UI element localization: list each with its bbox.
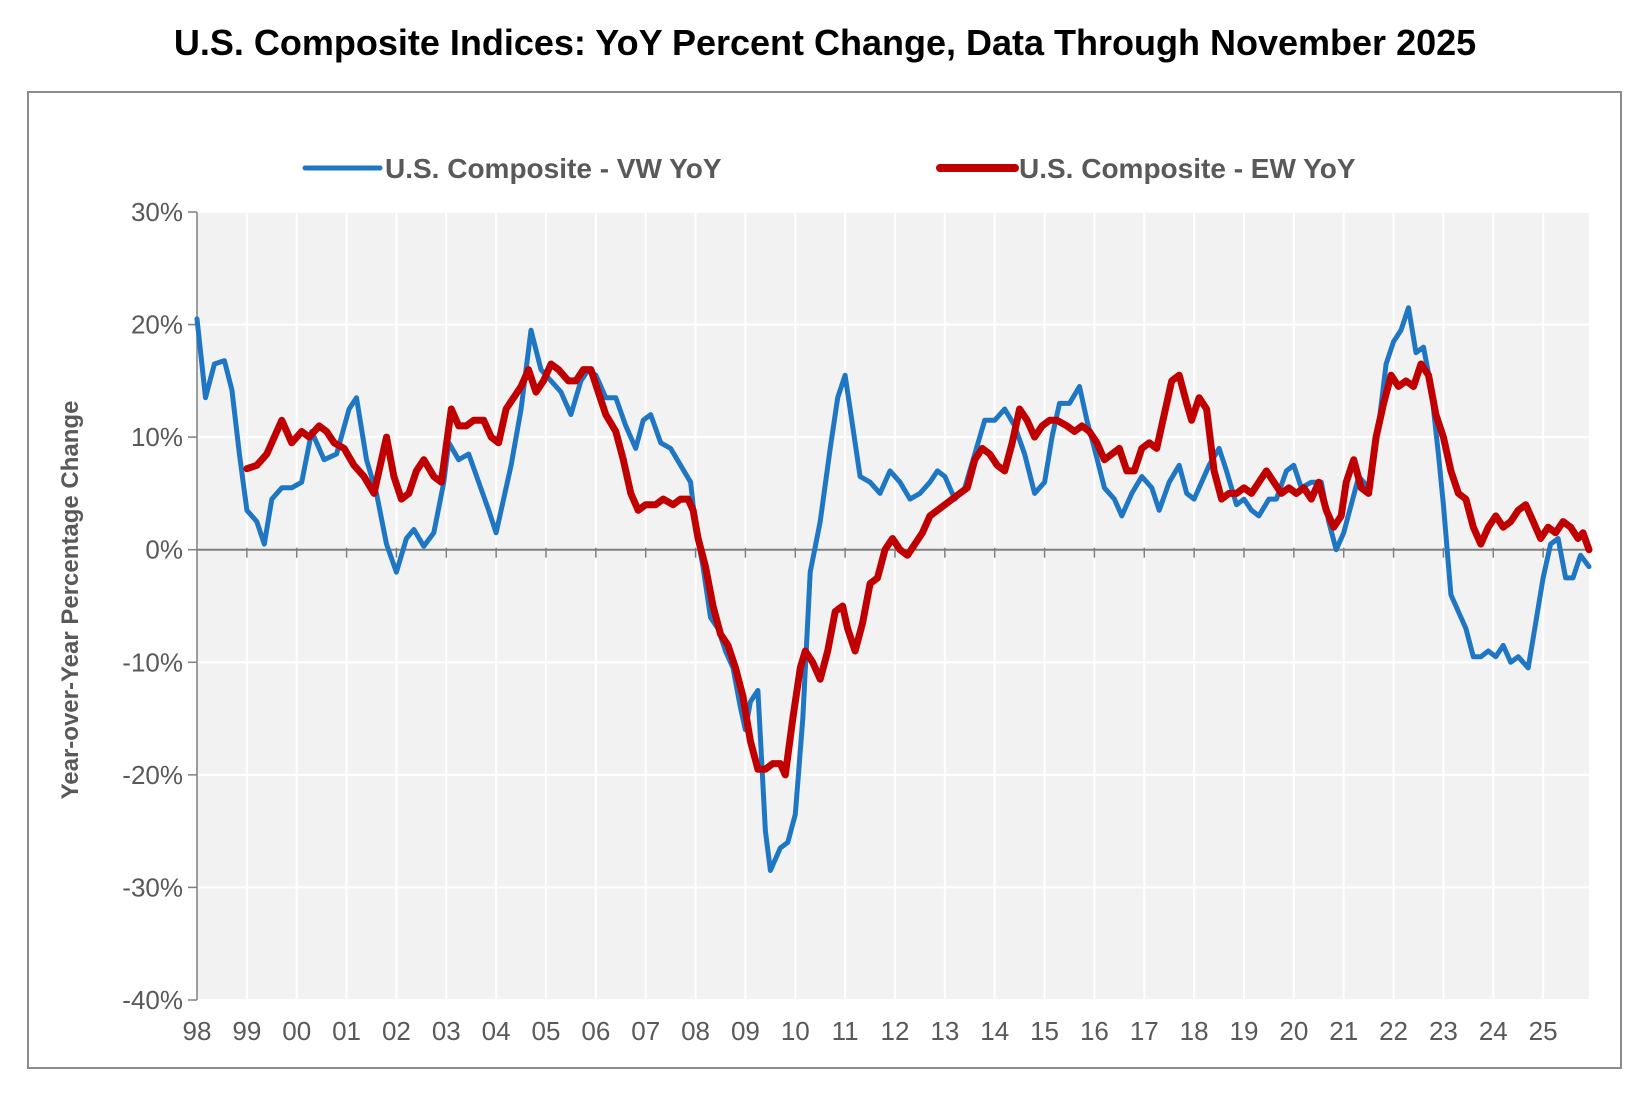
tick-labels: 30% 20% 10% 0% -10% -20% -30% -40%98 99 00 01 02 03 0… xyxy=(122,197,1557,1046)
x-tick-label: 04 xyxy=(482,1016,511,1046)
y-tick-label: 0% xyxy=(145,535,183,565)
legend: U.S. Composite - VW YoY U.S. Composite - … xyxy=(302,153,1356,184)
x-tick-label: 10 xyxy=(781,1016,810,1046)
x-tick-label: 22 xyxy=(1379,1016,1408,1046)
x-tick-label: 05 xyxy=(532,1016,561,1046)
legend-label-ew: U.S. Composite - EW YoY xyxy=(1019,153,1356,184)
x-tick-label: 16 xyxy=(1080,1016,1109,1046)
y-tick-label: 30% xyxy=(131,197,183,227)
x-tick-label: 23 xyxy=(1429,1016,1458,1046)
x-tick-label: 19 xyxy=(1230,1016,1259,1046)
x-tick-label: 20 xyxy=(1279,1016,1308,1046)
x-tick-label: 01 xyxy=(332,1016,361,1046)
x-tick-label: 17 xyxy=(1130,1016,1159,1046)
x-tick-label: 09 xyxy=(731,1016,760,1046)
x-tick-label: 11 xyxy=(832,1016,859,1046)
x-tick-label: 14 xyxy=(980,1016,1009,1046)
y-tick-label: -20% xyxy=(122,760,183,790)
y-tick-label: -40% xyxy=(122,985,183,1015)
legend-label-vw: U.S. Composite - VW YoY xyxy=(385,153,722,184)
axes xyxy=(188,211,1589,1001)
gridlines xyxy=(197,211,1589,1001)
x-tick-label: 99 xyxy=(232,1016,261,1046)
x-tick-label: 15 xyxy=(1030,1016,1059,1046)
x-tick-label: 18 xyxy=(1180,1016,1209,1046)
x-tick-label: 98 xyxy=(183,1016,212,1046)
x-tick-label: 03 xyxy=(432,1016,461,1046)
chart-title: U.S. Composite Indices: YoY Percent Chan… xyxy=(173,22,1477,63)
x-tick-label: 02 xyxy=(382,1016,411,1046)
x-tick-label: 25 xyxy=(1529,1016,1558,1046)
x-tick-label: 07 xyxy=(631,1016,660,1046)
x-tick-label: 00 xyxy=(282,1016,311,1046)
x-tick-label: 13 xyxy=(930,1016,959,1046)
x-tick-label: 06 xyxy=(581,1016,610,1046)
y-tick-label: 10% xyxy=(131,422,183,452)
x-tick-label: 08 xyxy=(681,1016,710,1046)
series-lines xyxy=(194,305,1593,873)
y-tick-label: -30% xyxy=(122,872,183,902)
y-tick-label: -10% xyxy=(122,647,183,677)
series-line-ew xyxy=(243,360,1593,779)
x-tick-label: 12 xyxy=(881,1016,910,1046)
plot-area xyxy=(197,212,1589,1000)
y-axis-label: Year-over-Year Percentage Change xyxy=(57,401,84,800)
y-tick-label: 20% xyxy=(131,310,183,340)
x-tick-label: 21 xyxy=(1329,1016,1358,1046)
x-tick-label: 24 xyxy=(1479,1016,1508,1046)
